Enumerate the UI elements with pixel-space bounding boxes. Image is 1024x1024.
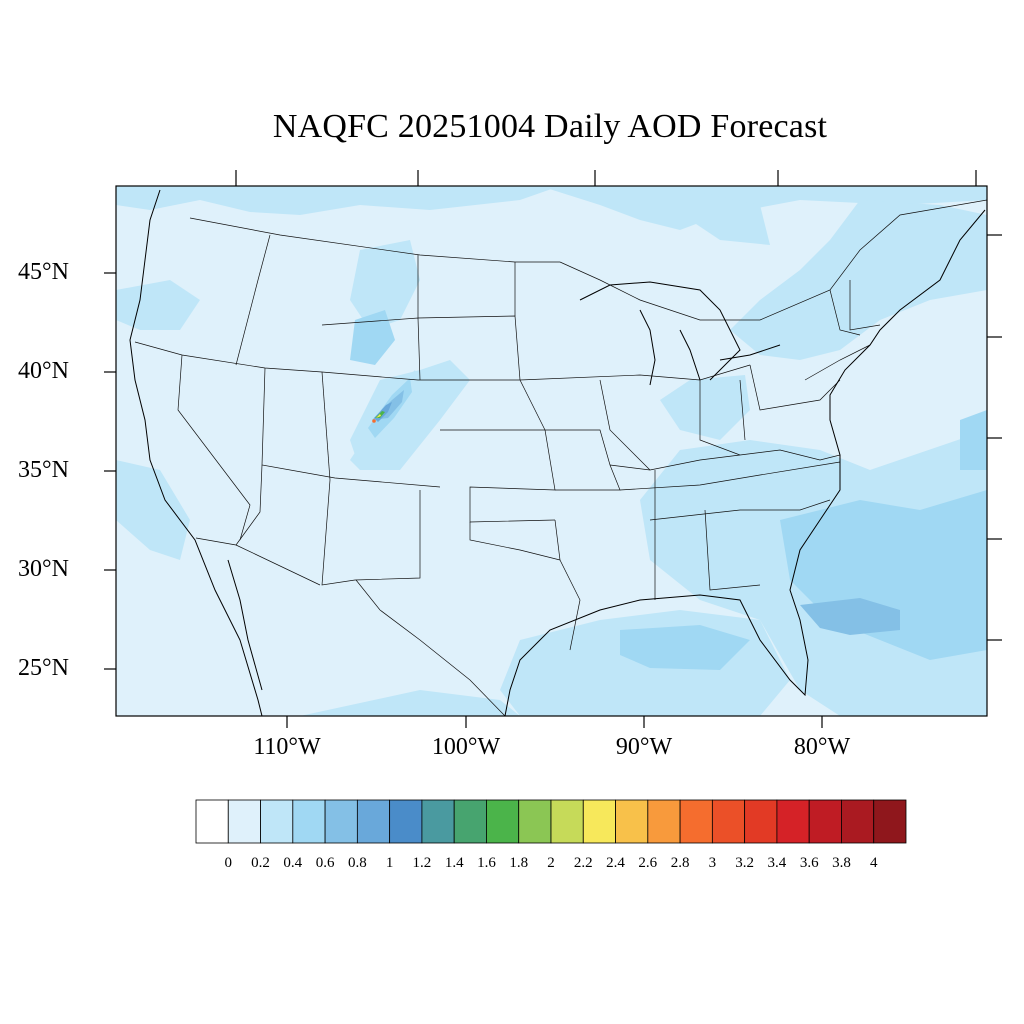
colorbar-swatch — [744, 799, 778, 844]
lon-label-100w: 100°W — [431, 734, 501, 760]
colorbar-tick-label: 0 — [224, 855, 233, 871]
colorbar-swatch — [324, 799, 358, 844]
colorbar-tick-label: 3.8 — [832, 855, 851, 871]
coastlines — [129, 189, 986, 716]
lon-label-90w: 90°W — [615, 734, 673, 760]
lat-label-25: 25°N — [18, 655, 69, 681]
colorbar-tick-label: 2.2 — [573, 855, 593, 871]
colorbar-swatch — [453, 799, 487, 844]
colorbar-tick-label: 3.6 — [799, 855, 819, 871]
lon-label-110w: 110°W — [253, 734, 321, 760]
colorbar-swatch — [389, 799, 423, 844]
colorbar-swatch — [195, 799, 229, 844]
aod-contour-0.8 — [800, 598, 900, 635]
colorbar-tick-label: 3.2 — [735, 855, 754, 871]
colorbar-tick-label: 2 — [547, 855, 555, 871]
colorbar-tick-label: 1.2 — [412, 855, 432, 871]
colorbar-swatch — [647, 799, 681, 844]
colorbar-swatch — [550, 799, 584, 844]
colorbar-tick-label: 1 — [385, 855, 394, 871]
colorbar-tick-label: 0.2 — [251, 855, 270, 871]
colorbar-swatch — [679, 799, 713, 844]
colorbar-swatch — [356, 799, 391, 844]
colorbar-swatch — [292, 799, 326, 844]
colorbar-tick-label: 1.6 — [477, 855, 496, 871]
colorbar-tick-label: 1.8 — [509, 855, 529, 871]
colorbar-tick-label: 0.6 — [315, 855, 335, 871]
colorbar-tick-label: 0.4 — [283, 855, 303, 871]
map-panel — [116, 186, 987, 716]
colorbar-swatch — [808, 799, 842, 844]
map-title: NAQFC 20251004 Daily AOD Forecast — [272, 108, 828, 145]
colorbar-swatch — [421, 799, 455, 844]
colorbar-swatch — [711, 799, 746, 844]
colorbar-tick-label: 1.4 — [444, 855, 464, 871]
colorbar-tick-label: 4 — [869, 855, 878, 871]
lat-label-45: 45°N — [18, 259, 69, 285]
axis-ticks — [104, 170, 1002, 728]
colorbar — [195, 799, 907, 844]
colorbar-swatch — [776, 799, 810, 844]
colorbar-tick-label: 2.4 — [606, 855, 625, 871]
colorbar-swatch — [227, 799, 261, 844]
colorbar-swatch — [582, 799, 616, 844]
colorbar-swatch — [260, 799, 294, 844]
colorbar-swatch — [873, 799, 907, 844]
colorbar-swatch — [841, 799, 875, 844]
colorbar-tick-label: 3 — [708, 855, 717, 871]
colorbar-tick-label: 2.8 — [670, 855, 690, 871]
colorbar-tick-label: 2.6 — [638, 855, 658, 871]
map-frame — [115, 185, 988, 717]
colorbar-tick-label: 0.8 — [348, 855, 367, 871]
lat-label-30: 30°N — [18, 556, 69, 582]
lat-label-40: 40°N — [18, 358, 69, 384]
boundaries — [134, 199, 987, 716]
colorbar-tick-label: 3.4 — [767, 855, 787, 871]
lat-label-35: 35°N — [18, 457, 69, 483]
smoke-plume — [350, 370, 420, 470]
lon-label-80w: 80°W — [793, 734, 851, 760]
colorbar-swatch — [518, 799, 552, 844]
colorbar-swatch — [615, 799, 649, 844]
colorbar-swatch — [486, 799, 520, 844]
